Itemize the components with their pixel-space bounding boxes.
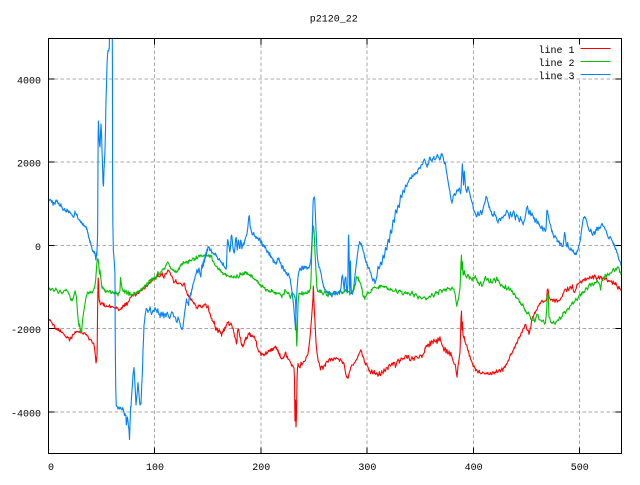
svg-text:2000: 2000 xyxy=(17,160,41,171)
svg-text:100: 100 xyxy=(146,463,164,474)
svg-text:300: 300 xyxy=(358,463,376,474)
svg-text:line 1: line 1 xyxy=(538,45,574,57)
svg-text:-2000: -2000 xyxy=(11,326,41,337)
svg-text:line 2: line 2 xyxy=(538,58,574,70)
svg-text:p2120_22: p2120_22 xyxy=(310,15,358,26)
svg-text:400: 400 xyxy=(465,463,483,474)
svg-text:-4000: -4000 xyxy=(11,409,41,420)
svg-text:0: 0 xyxy=(48,463,54,474)
svg-text:200: 200 xyxy=(252,463,270,474)
svg-text:4000: 4000 xyxy=(17,77,41,88)
svg-text:500: 500 xyxy=(571,463,589,474)
svg-text:0: 0 xyxy=(35,243,41,254)
svg-text:line 3: line 3 xyxy=(538,71,574,83)
